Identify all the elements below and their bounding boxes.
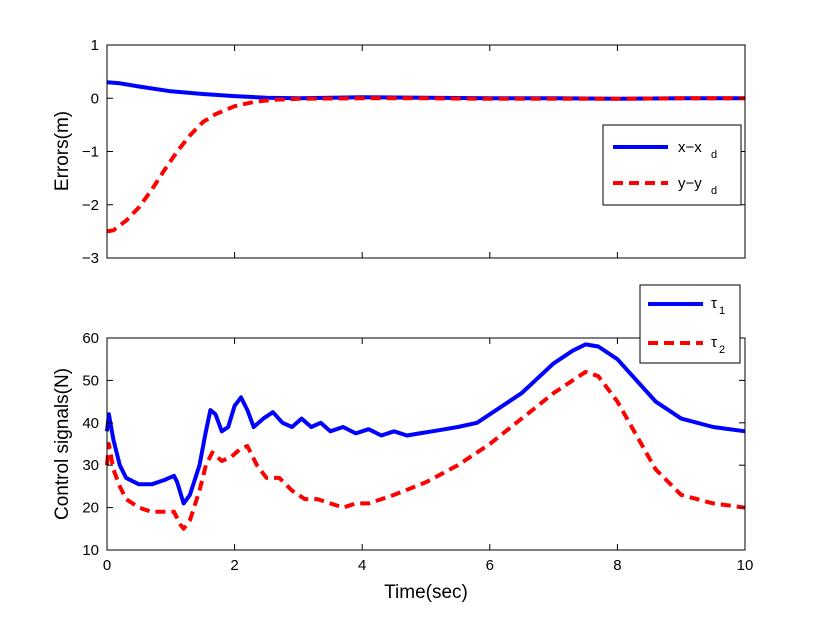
xtick-label-1-1: 2	[230, 557, 238, 574]
ytick-label-1-3: 30	[82, 457, 99, 474]
legend-label-x-error: x−x	[678, 139, 702, 156]
ytick-label-0-4: −3	[82, 250, 99, 267]
xtick-label-1-4: 8	[613, 557, 621, 574]
control-signals-subplot: 0 2 4 6 8 10 60 50 40 30 20 10 Control signals(N) T…	[52, 284, 754, 603]
legend-sub-tau2: 2	[719, 344, 725, 356]
legend-sub-tau1: 1	[719, 305, 725, 317]
ytick-label-1-5: 10	[82, 542, 99, 559]
legend-label-tau1: τ	[711, 295, 717, 312]
legend-sub-y-error: d	[711, 185, 717, 197]
ytick-label-1-2: 40	[82, 415, 99, 432]
legend-label-y-error: y−y	[678, 175, 702, 192]
ytick-label-0-1: 0	[91, 90, 99, 107]
legend-label-tau2: τ	[711, 334, 717, 351]
series-line-1-0	[105, 342, 746, 506]
ytick-label-0-3: −2	[82, 197, 99, 214]
errors-legend: x−x d y−y d	[602, 124, 742, 206]
series-line-1-1	[105, 369, 746, 531]
errors-subplot: 1 0 −1 −2 −3 Errors(m) x−x d y−y d	[52, 37, 746, 267]
control-xlabel: Time(sec)	[384, 582, 468, 603]
xtick-label-1-3: 6	[486, 557, 494, 574]
ytick-label-0-0: 1	[91, 37, 99, 54]
series-line-0-1	[106, 96, 745, 234]
ytick-label-1-4: 20	[82, 500, 99, 517]
xtick-label-1-5: 10	[737, 557, 754, 574]
errors-ylabel: Errors(m)	[52, 111, 73, 191]
xtick-label-1-0: 0	[103, 557, 111, 574]
xtick-label-1-2: 4	[358, 557, 366, 574]
control-legend: τ 1 τ 2	[639, 284, 741, 364]
control-ylabel: Control signals(N)	[52, 368, 73, 520]
legend-sub-x-error: d	[711, 149, 717, 161]
ytick-label-1-1: 50	[82, 372, 99, 389]
ytick-label-0-2: −1	[82, 144, 99, 161]
ytick-label-1-0: 60	[82, 330, 99, 347]
